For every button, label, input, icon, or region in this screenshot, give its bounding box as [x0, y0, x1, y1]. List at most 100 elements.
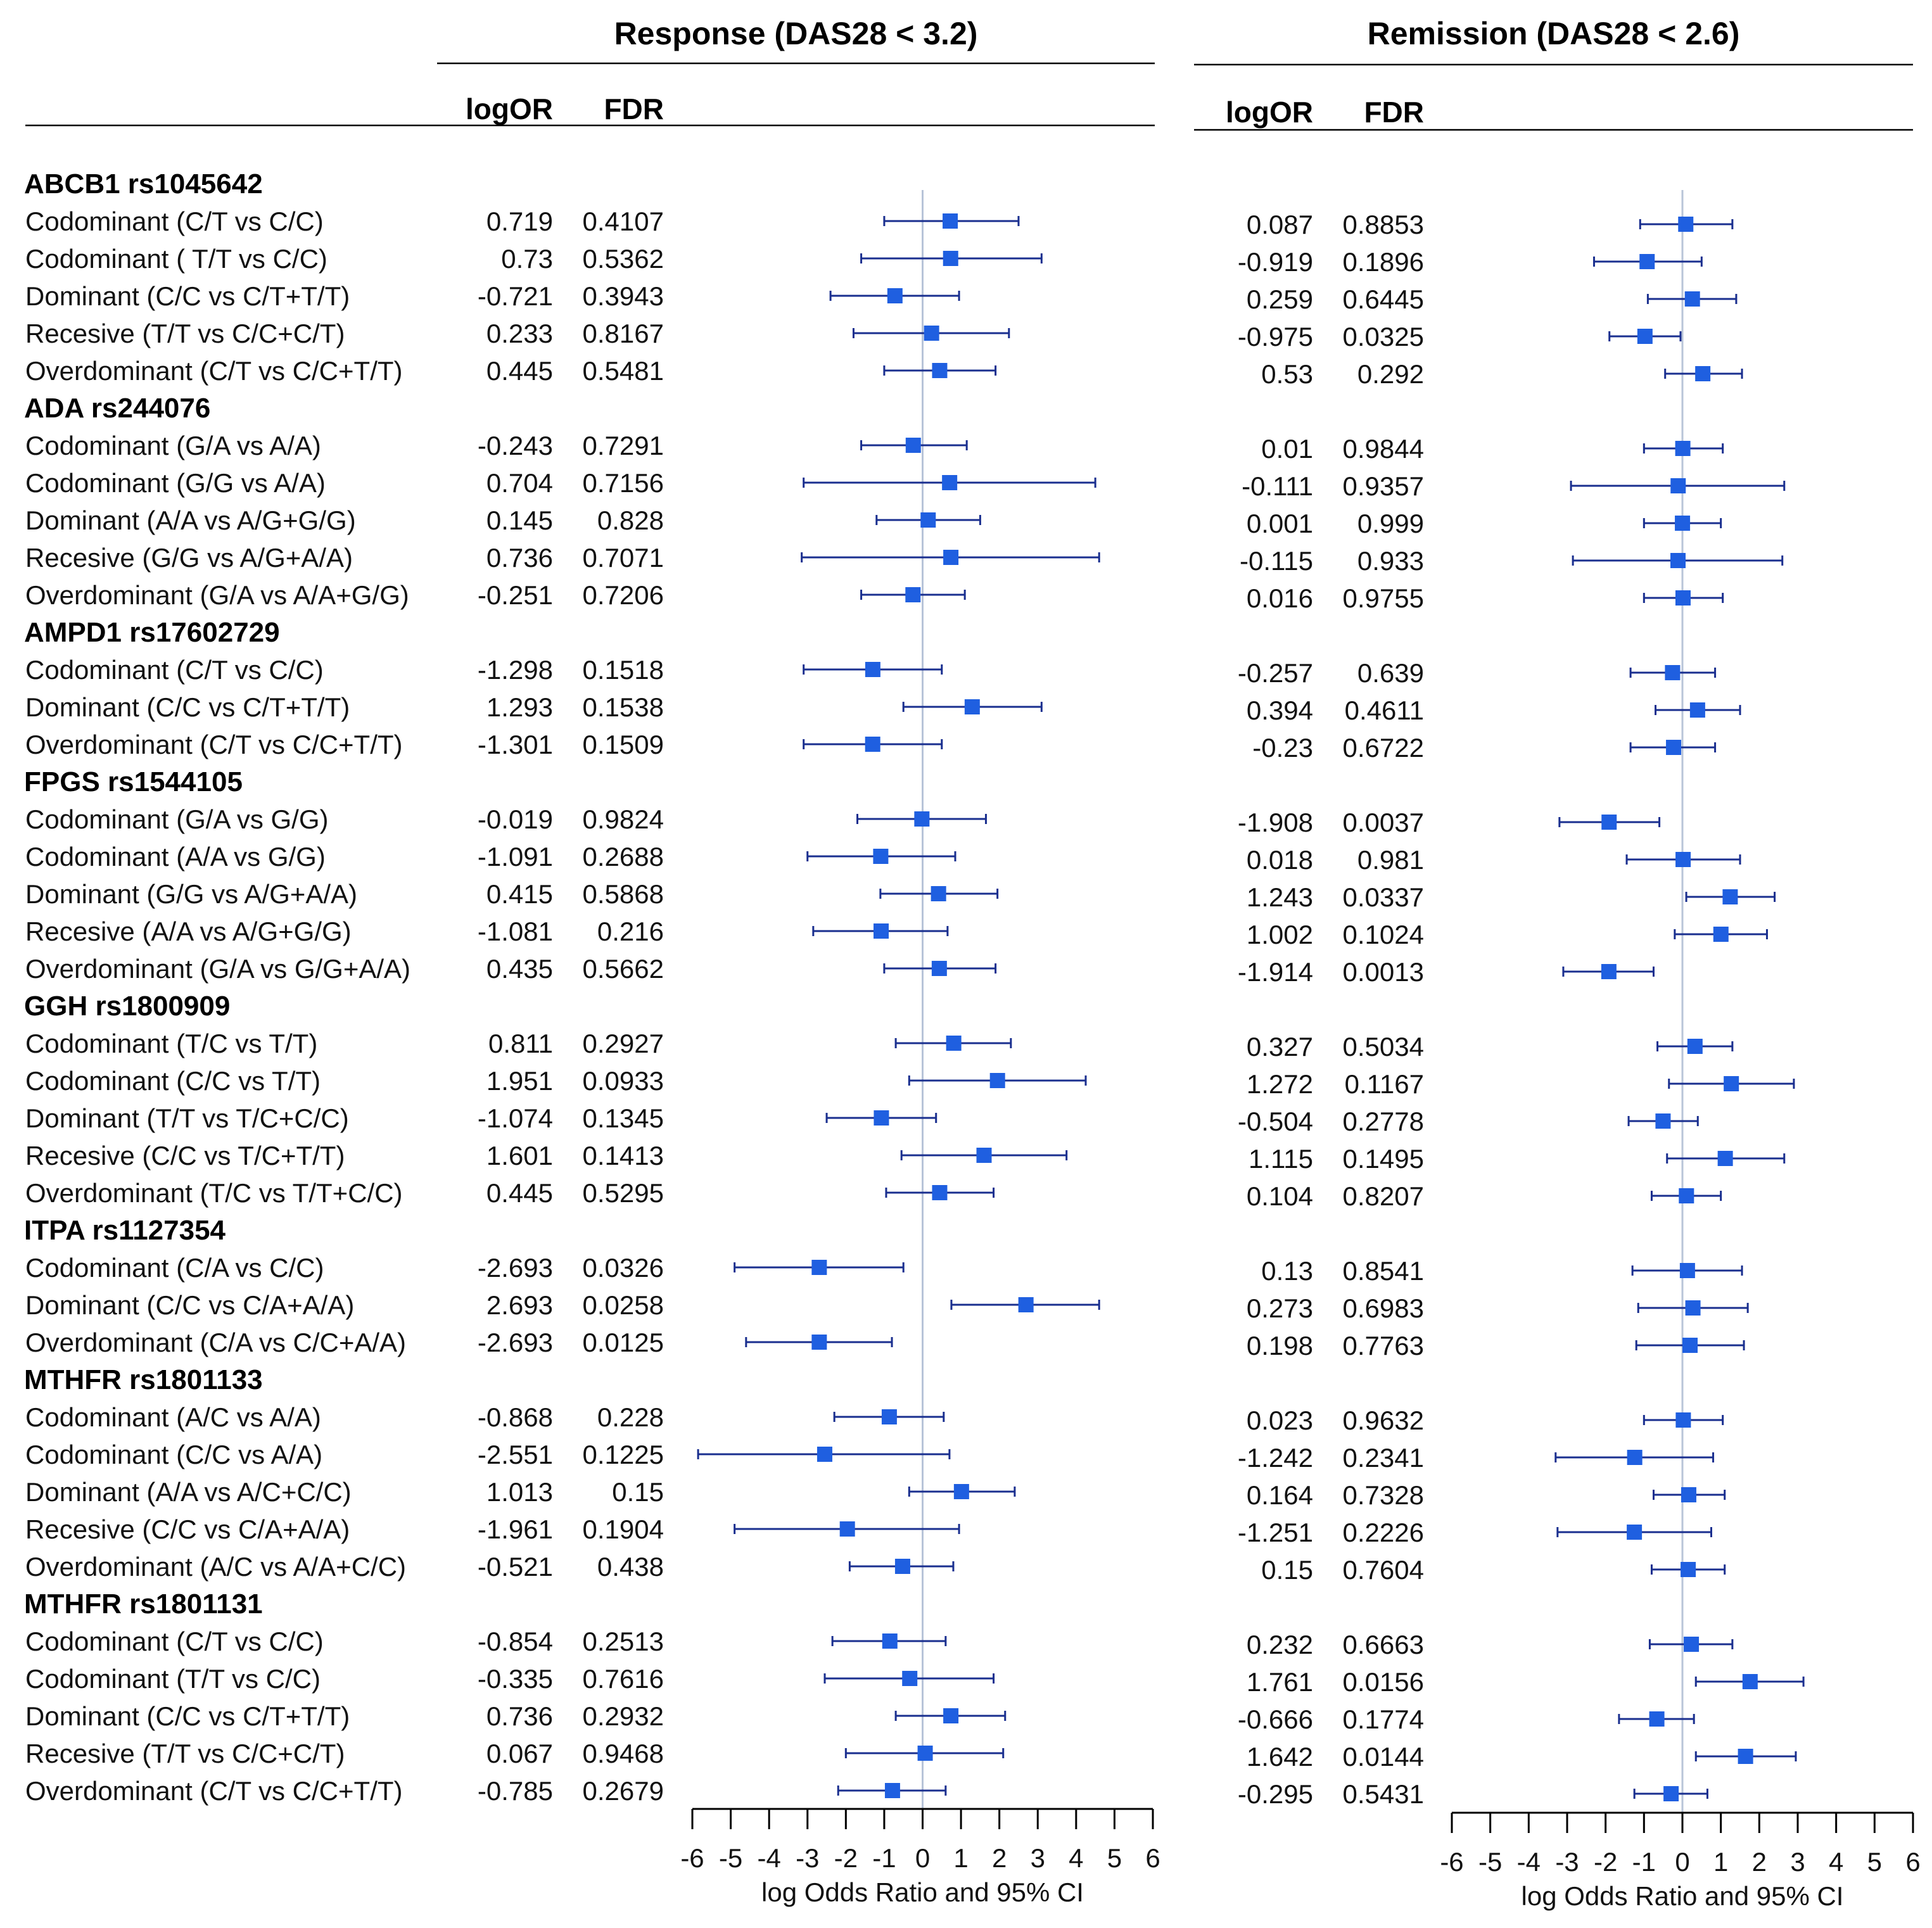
row-label: Dominant (T/T vs T/C+C/C) — [25, 1103, 349, 1133]
row-label: Dominant (A/A vs A/C+C/C) — [25, 1477, 352, 1507]
point-marker-remission — [1681, 1562, 1696, 1577]
x-tick-label-remission: 2 — [1752, 1847, 1767, 1877]
row-label: Overdominant (A/C vs A/A+C/C) — [25, 1552, 406, 1582]
fdr-value-remission: 0.6663 — [1343, 1630, 1424, 1659]
gene-heading: MTHFR rs1801133 — [24, 1364, 263, 1395]
row-label: Codominant (T/C vs T/T) — [25, 1029, 317, 1058]
logor-value-remission: -0.666 — [1238, 1704, 1313, 1734]
logor-value-response: -2.693 — [478, 1328, 553, 1357]
logor-value-remission: -0.111 — [1242, 471, 1313, 501]
logor-value-response: -0.785 — [478, 1776, 553, 1806]
fdr-value-remission: 0.9357 — [1343, 471, 1424, 501]
point-marker-remission — [1678, 217, 1694, 232]
x-tick-label-response: 1 — [953, 1843, 968, 1873]
point-marker-response — [943, 251, 958, 266]
point-marker-remission — [1724, 1076, 1739, 1091]
logor-value-response: -2.551 — [478, 1440, 553, 1469]
row-label: Overdominant (C/T vs C/C+T/T) — [25, 730, 403, 759]
row-label: Codominant (C/A vs C/C) — [25, 1253, 324, 1283]
fdr-value-response: 0.15 — [612, 1477, 664, 1507]
point-marker-remission — [1601, 815, 1617, 830]
point-marker-response — [920, 512, 936, 528]
fdr-value-remission: 0.2226 — [1343, 1518, 1424, 1547]
point-marker-remission — [1713, 927, 1729, 942]
fdr-value-remission: 0.0013 — [1343, 957, 1424, 987]
logor-value-response: -1.074 — [478, 1103, 553, 1133]
x-axis-label-remission: log Odds Ratio and 95% CI — [1522, 1881, 1844, 1911]
point-marker-response — [874, 1110, 889, 1126]
fdr-value-remission: 0.4611 — [1345, 695, 1424, 725]
fdr-value-remission: 0.0337 — [1343, 882, 1424, 912]
x-tick-label-response: -5 — [719, 1843, 742, 1873]
row-label: Recesive (G/G vs A/G+A/A) — [25, 543, 353, 573]
point-marker-remission — [1627, 1450, 1643, 1465]
point-marker-response — [874, 923, 889, 939]
point-marker-response — [881, 1409, 897, 1424]
logor-value-response: 0.415 — [486, 879, 553, 909]
fdr-value-response: 0.1225 — [583, 1440, 664, 1469]
fdr-value-remission: 0.0156 — [1343, 1667, 1424, 1697]
row-label: Recesive (C/C vs C/A+A/A) — [25, 1514, 350, 1544]
fdr-value-response: 0.2679 — [583, 1776, 664, 1806]
point-marker-remission — [1675, 852, 1691, 867]
point-marker-response — [953, 1484, 969, 1499]
fdr-value-response: 0.5362 — [583, 244, 664, 274]
fdr-value-response: 0.9824 — [583, 804, 664, 834]
point-marker-response — [943, 1708, 959, 1723]
fdr-value-response: 0.3943 — [583, 281, 664, 311]
fdr-value-remission: 0.8853 — [1343, 210, 1424, 239]
row-label: Recesive (T/T vs C/C+C/T) — [25, 319, 345, 348]
point-marker-remission — [1675, 590, 1691, 606]
point-marker-remission — [1722, 889, 1738, 904]
point-marker-remission — [1682, 1338, 1698, 1353]
point-marker-response — [865, 737, 880, 752]
x-tick-label-response: -4 — [757, 1843, 780, 1873]
point-marker-remission — [1639, 254, 1655, 269]
x-tick-label-remission: 3 — [1790, 1847, 1805, 1877]
point-marker-response — [914, 811, 930, 827]
point-marker-remission — [1689, 702, 1705, 718]
logor-value-response: 0.445 — [486, 1178, 553, 1208]
x-tick-label-remission: 1 — [1713, 1847, 1728, 1877]
logor-value-response: 0.811 — [488, 1029, 553, 1058]
logor-value-remission: 1.272 — [1247, 1069, 1313, 1099]
x-tick-label-remission: 0 — [1675, 1847, 1689, 1877]
fdr-value-response: 0.0933 — [583, 1066, 664, 1096]
logor-value-remission: -0.975 — [1238, 322, 1313, 352]
point-marker-response — [865, 662, 880, 677]
point-marker-response — [946, 1036, 962, 1051]
point-marker-response — [943, 550, 959, 565]
row-label: Codominant (C/C vs T/T) — [25, 1066, 321, 1096]
fdr-value-response: 0.2688 — [583, 842, 664, 872]
point-marker-response — [884, 1783, 900, 1798]
point-marker-response — [976, 1148, 992, 1163]
point-marker-remission — [1666, 740, 1682, 755]
x-tick-label-remission: -6 — [1440, 1847, 1463, 1877]
x-tick-label-response: -6 — [680, 1843, 704, 1873]
fdr-value-remission: 0.7763 — [1343, 1331, 1424, 1360]
gene-heading: GGH rs1800909 — [24, 991, 230, 1022]
point-marker-remission — [1738, 1749, 1753, 1764]
row-label: Codominant (C/T vs C/C) — [25, 655, 324, 685]
point-marker-remission — [1679, 1188, 1694, 1203]
point-marker-remission — [1637, 329, 1653, 344]
row-label: Overdominant (C/T vs C/C+T/T) — [25, 1776, 403, 1806]
logor-value-response: -0.854 — [478, 1627, 553, 1656]
fdr-value-remission: 0.933 — [1357, 546, 1424, 576]
fdr-value-remission: 0.999 — [1357, 509, 1424, 538]
fdr-value-response: 0.5868 — [583, 879, 664, 909]
point-marker-response — [894, 1559, 910, 1574]
logor-value-remission: 0.023 — [1247, 1405, 1313, 1435]
logor-value-response: -1.298 — [478, 655, 553, 685]
logor-value-remission: 1.243 — [1247, 882, 1313, 912]
fdr-value-remission: 0.981 — [1357, 845, 1424, 875]
logor-value-remission: 0.13 — [1261, 1256, 1313, 1286]
fdr-value-response: 0.0258 — [583, 1290, 664, 1320]
point-marker-response — [932, 363, 948, 378]
point-marker-response — [905, 587, 921, 602]
point-marker-remission — [1675, 516, 1691, 531]
logor-value-remission: 0.232 — [1247, 1630, 1313, 1659]
x-tick-label-response: -1 — [872, 1843, 896, 1873]
row-label: Codominant ( T/T vs C/C) — [25, 244, 327, 274]
